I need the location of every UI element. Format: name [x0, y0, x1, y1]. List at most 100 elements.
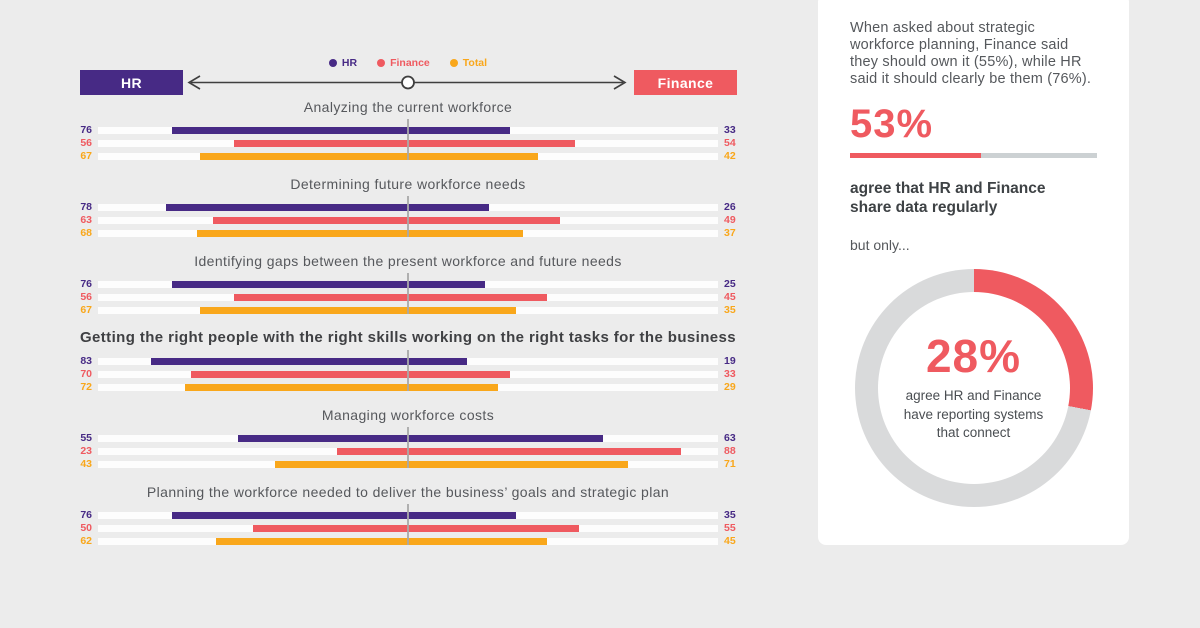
right-value-label: 45	[724, 535, 736, 547]
legend-label: HR	[341, 57, 358, 69]
legend-label: Finance	[390, 57, 430, 69]
stat-53-caption: agree that HR and Finance share data reg…	[850, 180, 1046, 216]
diverging-bar-hr	[172, 512, 517, 519]
category-group: Identifying gaps between the present wor…	[72, 253, 744, 317]
finance-header-box: Finance	[634, 70, 737, 95]
diverging-bar-finance	[212, 217, 560, 224]
arrowhead-left-icon	[187, 75, 201, 90]
right-value-label: 26	[724, 201, 736, 213]
left-value-label: 63	[80, 214, 92, 226]
legend-item-hr: HR	[328, 57, 358, 69]
right-value-label: 63	[724, 432, 736, 444]
left-value-label: 67	[80, 150, 92, 162]
center-axis-line	[407, 196, 409, 237]
category-rows: 78 26 63 49 68 37	[72, 196, 744, 240]
category-group: Managing workforce costs 55 63 23 88 43 71	[72, 407, 744, 471]
diverging-bar-hr	[172, 127, 511, 134]
chart-legend: HR Finance Total	[72, 57, 744, 69]
left-value-label: 62	[80, 535, 92, 547]
stats-card: When asked about strategic workforce pla…	[818, 0, 1129, 545]
category-rows: 76 33 56 54 67 42	[72, 119, 744, 163]
right-value-label: 45	[724, 291, 736, 303]
category-groups: Analyzing the current workforce 76 33 56 54 6…	[72, 99, 744, 561]
legend-dot-icon	[377, 59, 386, 67]
diverging-bar-finance	[336, 448, 681, 455]
stat-53-value: 53%	[850, 102, 934, 146]
left-value-label: 76	[80, 124, 92, 136]
category-rows: 55 63 23 88 43 71	[72, 427, 744, 471]
left-value-label: 83	[80, 355, 92, 367]
progress-bar-fill	[850, 153, 981, 158]
center-axis-line	[407, 350, 409, 391]
arrowhead-right-icon	[613, 75, 627, 90]
donut-hole: 28% agree HR and Finance have reporting …	[877, 292, 1070, 484]
left-value-label: 56	[80, 137, 92, 149]
category-group: Getting the right people with the right …	[72, 330, 744, 394]
category-group: Determining future workforce needs 78 26 63…	[72, 176, 744, 240]
legend-item-total: Total	[449, 57, 488, 69]
legend-dot-icon	[328, 59, 337, 67]
right-value-label: 33	[724, 124, 736, 136]
category-title: Getting the right people with the right …	[79, 329, 737, 346]
hr-header-box: HR	[80, 70, 183, 95]
diverging-bar-total	[197, 230, 523, 237]
category-title: Determining future workforce needs	[290, 176, 526, 192]
donut-caption: agree HR and Finance have reporting syst…	[903, 387, 1044, 441]
category-rows: 76 35 50 55 62 45	[72, 504, 744, 548]
right-value-label: 35	[724, 509, 736, 521]
left-value-label: 76	[80, 509, 92, 521]
right-value-label: 33	[724, 368, 736, 380]
right-value-label: 25	[724, 278, 736, 290]
axis-arrow	[187, 75, 627, 90]
left-value-label: 72	[80, 381, 92, 393]
diverging-bar-total	[274, 461, 629, 468]
legend-item-finance: Finance	[377, 57, 430, 69]
left-value-label: 78	[80, 201, 92, 213]
but-only-text: but only...	[850, 237, 910, 253]
category-group: Analyzing the current workforce 76 33 56 54 6…	[72, 99, 744, 163]
right-value-label: 37	[724, 227, 736, 239]
center-axis-line	[407, 119, 409, 160]
category-title: Managing workforce costs	[321, 407, 495, 423]
diverging-bar-total	[200, 153, 539, 160]
right-value-label: 35	[724, 304, 736, 316]
category-title: Planning the workforce needed to deliver…	[146, 484, 670, 500]
intro-paragraph: When asked about strategic workforce pla…	[850, 20, 1092, 87]
legend-dot-icon	[449, 59, 458, 67]
diverging-bar-finance	[234, 294, 548, 301]
diverging-bar-finance	[191, 371, 511, 378]
left-value-label: 56	[80, 291, 92, 303]
axis-center-circle-icon	[401, 75, 415, 90]
left-value-label: 55	[80, 432, 92, 444]
legend-label: Total	[462, 57, 488, 69]
right-value-label: 55	[724, 522, 736, 534]
diverging-bar-hr	[172, 281, 486, 288]
progress-bar	[850, 153, 1097, 158]
category-title: Identifying gaps between the present wor…	[194, 253, 622, 269]
diverging-bar-hr	[150, 358, 467, 365]
left-value-label: 67	[80, 304, 92, 316]
left-value-label: 76	[80, 278, 92, 290]
left-value-label: 50	[80, 522, 92, 534]
left-value-label: 70	[80, 368, 92, 380]
right-value-label: 19	[724, 355, 736, 367]
right-value-label: 49	[724, 214, 736, 226]
right-value-label: 88	[724, 445, 736, 457]
diverging-bar-finance	[234, 140, 576, 147]
category-rows: 83 19 70 33 72 29	[72, 350, 744, 394]
diverging-bar-hr	[166, 204, 489, 211]
category-title: Analyzing the current workforce	[303, 99, 513, 115]
donut-chart: 28% agree HR and Finance have reporting …	[854, 269, 1093, 507]
diverging-bar-hr	[237, 435, 604, 442]
diverging-bar-total	[215, 538, 548, 545]
left-value-label: 43	[80, 458, 92, 470]
left-value-label: 68	[80, 227, 92, 239]
left-value-label: 23	[80, 445, 92, 457]
center-axis-line	[407, 504, 409, 545]
diverging-bar-total	[184, 384, 498, 391]
center-axis-line	[407, 273, 409, 314]
donut-value: 28%	[925, 329, 1022, 382]
right-value-label: 42	[724, 150, 736, 162]
diverging-bar-finance	[253, 525, 579, 532]
right-value-label: 71	[724, 458, 736, 470]
